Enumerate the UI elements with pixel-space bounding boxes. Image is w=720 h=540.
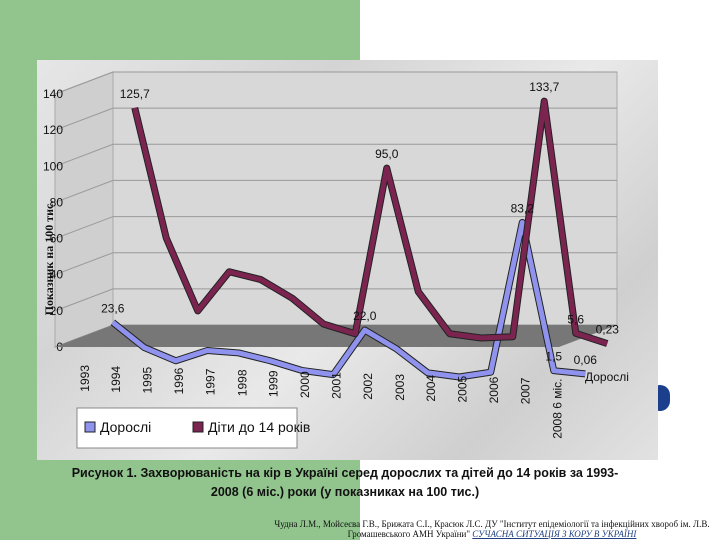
data-label: 22,0 [353,309,377,323]
x-tick-label: 2006 [487,376,501,403]
x-tick-label: 1998 [235,369,249,396]
figure-caption: Рисунок 1. Захворюваність на кір в Украї… [55,464,635,502]
chart-floor [55,325,617,347]
x-tick-label: 1994 [109,366,123,393]
gridline [54,288,617,312]
y-tick-label: 80 [50,195,64,209]
x-tick-label: 2001 [330,372,344,399]
y-tick-label: 60 [50,232,64,246]
x-tick-label: 2004 [424,375,438,402]
y-tick-label: 40 [50,268,64,282]
legend: Дорослі Діти до 14 років [76,407,310,449]
chart-svg: 020406080100120140 199319941995199619971… [42,71,629,449]
gridline [54,216,617,240]
gridline [54,107,617,131]
credit-source: СУЧАСНА СИТУАЦІЯ З КОРУ В УКРАЇНІ [472,529,637,539]
x-tick-label: 1997 [204,368,218,395]
chart-panel: 020406080100120140 199319941995199619971… [37,60,658,460]
x-tick-label: 2007 [519,377,533,404]
credit-authors: Чудна Л.М., Мойсеєва Г.В., Брижата С.І.,… [274,519,710,539]
x-tick-label: 2005 [456,375,470,402]
data-label: 0,23 [596,323,620,337]
x-tick-label: 2000 [298,371,312,398]
data-label: 133,7 [529,80,559,94]
x-tick-label: 1996 [172,367,186,394]
x-tick-label: 2008 6 міс. [550,379,564,439]
depth-axis-label: Дорослі [585,370,629,384]
data-label: 125,7 [120,87,150,101]
y-tick-label: 120 [43,123,63,137]
legend-label: Діти до 14 років [208,419,310,435]
y-axis-label: Показник на 100 тис. [42,201,56,316]
caption-line-2: 2008 (6 міс.) роки (у показниках на 100 … [210,485,480,499]
series-line [132,98,609,346]
x-tick-label: 1995 [141,366,155,393]
caption-line-1: Рисунок 1. Захворюваність на кір в Украї… [71,466,619,480]
credit-line: Чудна Л.М., Мойсеєва Г.В., Брижата С.І.,… [272,519,712,539]
x-tick-label: 2003 [393,374,407,401]
gridline [54,179,617,203]
legend-swatch [84,421,96,433]
y-tick-label: 20 [50,304,64,318]
gridline [54,143,617,167]
data-label: 23,6 [101,301,125,315]
data-label: 0,06 [574,353,598,367]
gridline [54,252,617,276]
y-tick-label: 140 [43,87,63,101]
data-label: 5,6 [567,312,584,326]
x-tick-label: 1993 [78,365,92,392]
data-label: 1,5 [545,350,562,364]
y-tick-label: 100 [43,159,63,173]
gridline [54,71,617,95]
x-tick-label: 2002 [361,373,375,400]
series-line [111,219,586,380]
data-label: 83,2 [511,201,535,215]
x-tick-label: 1999 [267,370,281,397]
legend-swatch [192,421,204,433]
data-label: 95,0 [375,147,399,161]
legend-label: Дорослі [100,419,151,435]
